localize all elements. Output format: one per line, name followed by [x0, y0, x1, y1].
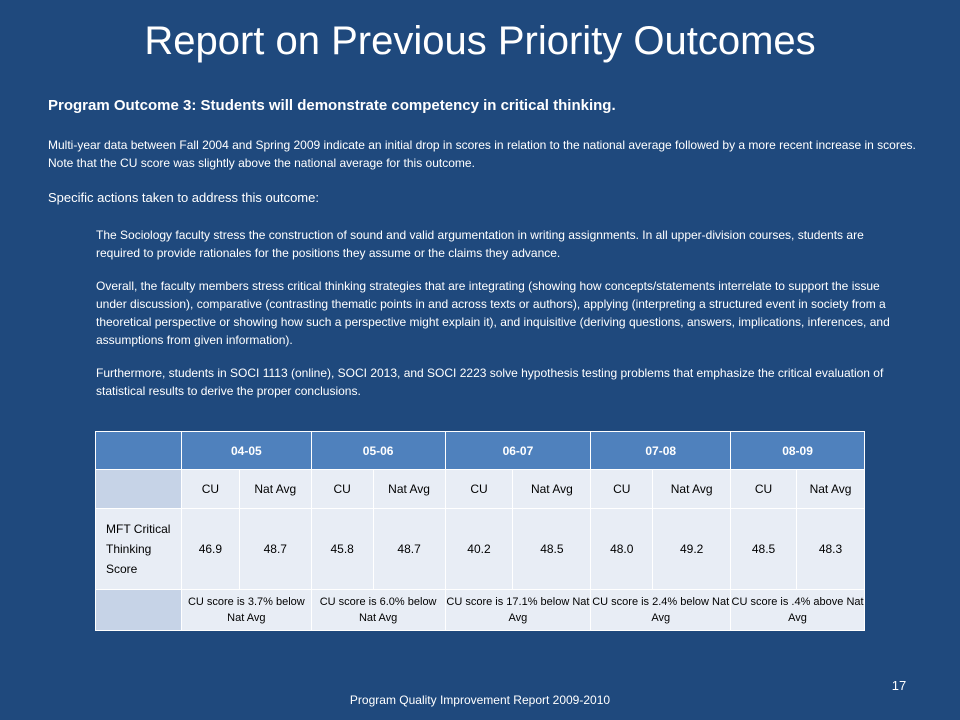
subheader-cu: CU	[590, 469, 654, 509]
page-number: 17	[891, 678, 907, 693]
year-header: 04-05	[180, 431, 312, 470]
actions-list: The Sociology faculty stress the constru…	[96, 226, 906, 415]
score-cell: 48.0	[590, 508, 654, 590]
subheader-cu: CU	[444, 469, 514, 509]
score-cell: 45.8	[310, 508, 374, 590]
comparison-note: CU score is 17.1% below Nat Avg	[444, 589, 592, 631]
year-header: 08-09	[730, 431, 865, 470]
score-cell: 46.9	[180, 508, 240, 590]
score-cell: 40.2	[444, 508, 514, 590]
notes-blank	[95, 589, 182, 631]
subheader-nat-avg: Nat Avg	[238, 469, 312, 509]
subheader-nat-avg: Nat Avg	[512, 469, 592, 509]
actions-heading: Specific actions taken to address this o…	[48, 190, 319, 205]
year-header: 07-08	[590, 431, 732, 470]
action-paragraph: Furthermore, students in SOCI 1113 (onli…	[96, 366, 884, 398]
table-header-row: 04-05 05-06 06-07 07-08 08-09	[95, 431, 865, 470]
comparison-note: CU score is 3.7% below Nat Avg	[180, 589, 312, 631]
comparison-note: CU score is 6.0% below Nat Avg	[310, 589, 446, 631]
year-header: 06-07	[444, 431, 592, 470]
scores-table: 04-05 05-06 06-07 07-08 08-09 CU Nat Avg…	[95, 431, 865, 631]
table-notes-row: CU score is 3.7% below Nat Avg CU score …	[95, 589, 865, 631]
year-header: 05-06	[310, 431, 446, 470]
slide-title: Report on Previous Priority Outcomes	[144, 19, 816, 63]
subheader-nat-avg: Nat Avg	[796, 469, 865, 509]
score-cell: 48.3	[796, 508, 865, 590]
row-label: MFT Critical Thinking Score	[95, 508, 182, 590]
subheader-nat-avg: Nat Avg	[652, 469, 732, 509]
table-subheader-row: CU Nat Avg CU Nat Avg CU Nat Avg CU Nat …	[95, 469, 865, 509]
subheader-blank	[95, 469, 182, 509]
subheader-nat-avg: Nat Avg	[372, 469, 446, 509]
program-outcome-heading: Program Outcome 3: Students will demonst…	[48, 97, 616, 114]
table-row: MFT Critical Thinking Score 46.9 48.7 45…	[95, 508, 865, 590]
comparison-note: CU score is .4% above Nat Avg	[730, 589, 865, 631]
outcome-summary: Multi-year data between Fall 2004 and Sp…	[48, 138, 916, 170]
score-cell: 48.5	[512, 508, 592, 590]
subheader-cu: CU	[180, 469, 240, 509]
subheader-cu: CU	[310, 469, 374, 509]
comparison-note: CU score is 2.4% below Nat Avg	[590, 589, 732, 631]
score-cell: 48.7	[238, 508, 312, 590]
header-blank	[95, 431, 182, 470]
score-cell: 49.2	[652, 508, 732, 590]
subheader-cu: CU	[730, 469, 797, 509]
action-paragraph: The Sociology faculty stress the constru…	[96, 228, 864, 260]
score-cell: 48.7	[372, 508, 446, 590]
score-cell: 48.5	[730, 508, 797, 590]
action-paragraph: Overall, the faculty members stress crit…	[96, 279, 890, 347]
slide-footer: Program Quality Improvement Report 2009-…	[349, 693, 611, 707]
